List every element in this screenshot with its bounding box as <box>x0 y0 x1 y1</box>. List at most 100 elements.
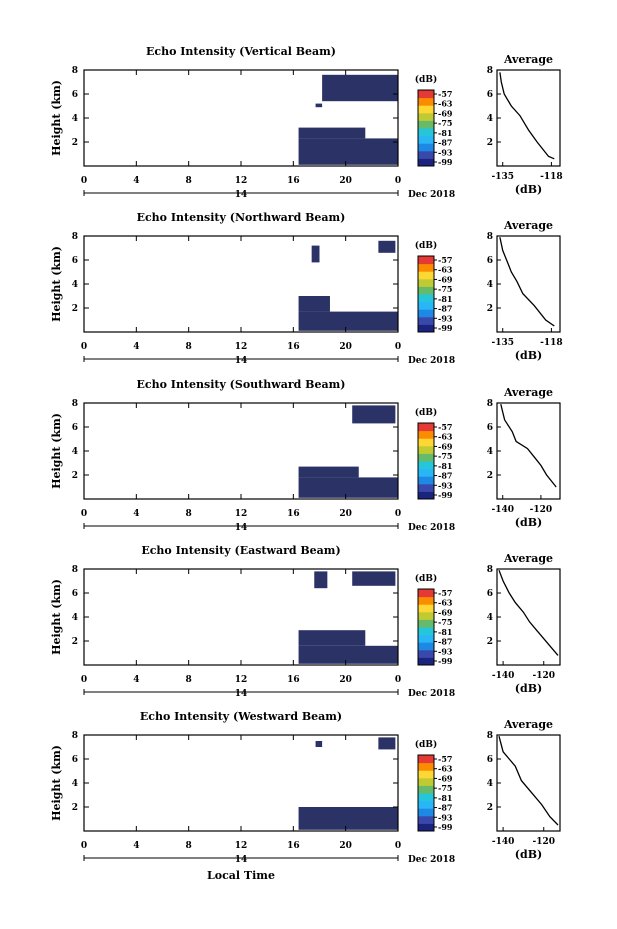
x-tick-label: 0 <box>395 509 401 519</box>
x-tick-label: 16 <box>287 176 300 186</box>
colorbar-tick-label: -93 <box>438 480 453 490</box>
colorbar-segment <box>418 278 434 287</box>
y-tick-label: 8 <box>72 232 78 242</box>
y-axis-label: Height (km) <box>50 80 63 156</box>
colorbar-segment <box>418 445 434 454</box>
echo-cell <box>315 103 323 108</box>
x-tick-label: 12 <box>235 675 248 685</box>
avg-x-tick-label: -118 <box>540 172 563 182</box>
y-tick-label: 4 <box>72 779 78 789</box>
colorbar-segment <box>418 150 434 159</box>
colorbar-segment <box>418 143 434 152</box>
colorbar-segment <box>418 90 434 99</box>
average-title: Average <box>503 718 553 731</box>
day-label: 14 <box>235 855 248 865</box>
y-tick-label: 6 <box>72 589 78 599</box>
x-tick-label: 4 <box>133 176 139 186</box>
colorbar-segment <box>418 596 434 605</box>
y-tick-label: 8 <box>72 565 78 575</box>
colorbar-segment <box>418 286 434 295</box>
echo-cell <box>298 311 398 331</box>
x-tick-label: 20 <box>339 342 352 352</box>
colorbar-unit: (dB) <box>415 407 437 418</box>
day-label: 14 <box>235 356 248 366</box>
echo-cell <box>322 74 398 102</box>
colorbar-segment <box>418 604 434 613</box>
colorbar-tick-label: -99 <box>438 323 453 333</box>
colorbar-tick-label: -75 <box>438 617 452 627</box>
average-frame <box>496 402 561 500</box>
colorbar-tick-label: -99 <box>438 656 453 666</box>
x-tick-label: 4 <box>133 342 139 352</box>
colorbar-segment <box>418 430 434 439</box>
colorbar-tick-label: -81 <box>438 294 452 304</box>
x-tick-label: 20 <box>339 841 352 851</box>
colorbar-segment <box>418 256 434 265</box>
colorbar-tick-label: -69 <box>438 773 453 783</box>
colorbar-tick-label: -93 <box>438 646 453 656</box>
avg-x-tick-label: -140 <box>492 837 515 847</box>
panel-title: Echo Intensity (Vertical Beam) <box>146 45 336 58</box>
echo-cell <box>315 741 323 747</box>
panel-0: Echo Intensity (Vertical Beam) Height (km… <box>50 45 563 200</box>
x-tick-label: 0 <box>395 675 401 685</box>
average-frame <box>496 69 561 167</box>
x-tick-label: 0 <box>395 342 401 352</box>
day-label: 14 <box>235 190 248 200</box>
y-tick-label: 2 <box>72 637 78 647</box>
avg-y-tick-label: 4 <box>487 114 493 124</box>
colorbar-tick-label: -75 <box>438 783 452 793</box>
colorbar-segment <box>418 634 434 643</box>
avg-y-tick-label: 4 <box>487 779 493 789</box>
avg-y-tick-label: 8 <box>487 731 493 741</box>
colorbar-frame <box>417 588 435 666</box>
average-frame <box>496 568 561 666</box>
colorbar-frame <box>417 422 435 500</box>
echo-cell <box>298 645 398 664</box>
colorbar-segment <box>418 461 434 470</box>
average-profile-line <box>499 237 555 327</box>
x-tick-label: 0 <box>81 509 87 519</box>
x-tick-label: 16 <box>287 342 300 352</box>
x-tick-label: 0 <box>395 841 401 851</box>
panel-title: Echo Intensity (Southward Beam) <box>137 378 346 391</box>
echo-cell <box>298 127 366 139</box>
avg-y-tick-label: 8 <box>487 565 493 575</box>
panel-title: Echo Intensity (Westward Beam) <box>140 710 342 723</box>
colorbar-segment <box>418 483 434 492</box>
colorbar-segment <box>418 657 434 666</box>
colorbar-tick-label: -93 <box>438 147 453 157</box>
colorbar-segment <box>418 491 434 500</box>
colorbar-segment <box>418 271 434 280</box>
colorbar-tick-label: -87 <box>438 637 452 647</box>
colorbar-tick-label: -93 <box>438 812 453 822</box>
colorbar-tick-label: -57 <box>438 89 452 99</box>
colorbar-segment <box>418 649 434 658</box>
date-label: Dec 2018 <box>408 190 455 200</box>
avg-x-tick-label: -120 <box>532 671 555 681</box>
y-tick-label: 6 <box>72 755 78 765</box>
avg-x-tick-label: -118 <box>540 338 563 348</box>
colorbar-segment <box>418 263 434 272</box>
colorbar-segment <box>418 815 434 824</box>
average-x-label: (dB) <box>515 682 542 695</box>
x-tick-label: 0 <box>81 342 87 352</box>
y-tick-label: 8 <box>72 399 78 409</box>
avg-y-tick-label: 6 <box>487 90 493 100</box>
panel-4: Echo Intensity (Westward Beam) Height (km… <box>50 710 561 865</box>
x-tick-label: 12 <box>235 509 248 519</box>
average-x-label: (dB) <box>515 183 542 196</box>
avg-y-tick-label: 4 <box>487 447 493 457</box>
x-tick-label: 20 <box>339 509 352 519</box>
echo-cell <box>298 807 398 830</box>
avg-y-tick-label: 2 <box>487 637 493 647</box>
echo-cells <box>298 737 398 830</box>
average-profile-line <box>498 569 559 656</box>
echo-cell <box>298 466 359 478</box>
echo-cells <box>298 405 398 498</box>
y-tick-label: 8 <box>72 66 78 76</box>
average-x-label: (dB) <box>515 516 542 529</box>
avg-y-tick-label: 4 <box>487 280 493 290</box>
average-title: Average <box>503 53 553 66</box>
